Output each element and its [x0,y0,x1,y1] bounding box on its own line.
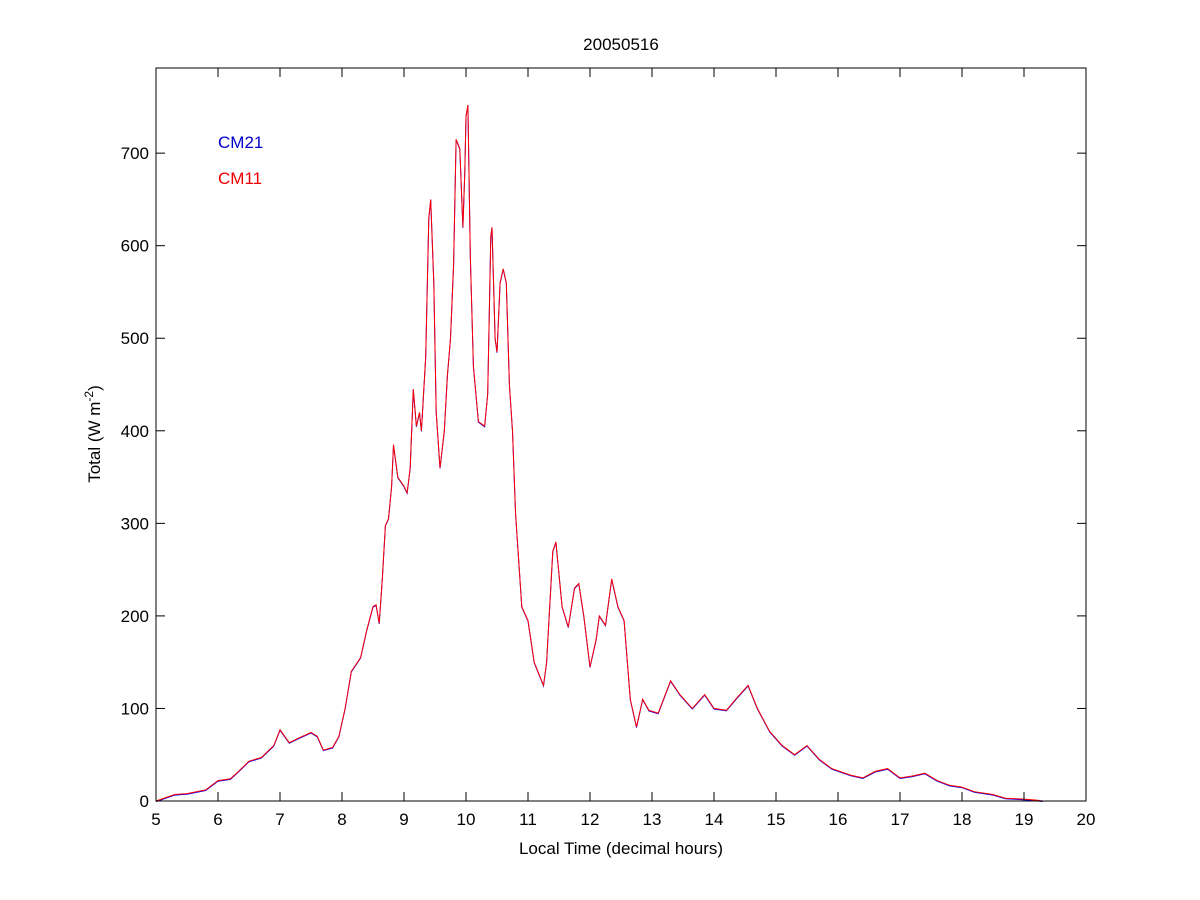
x-tick-label: 18 [953,810,972,829]
legend-cm21: CM21 [218,133,263,152]
x-tick-label: 7 [275,810,284,829]
x-tick-label: 8 [337,810,346,829]
x-tick-label: 13 [643,810,662,829]
x-tick-label: 11 [519,810,537,829]
series-line-cm11 [155,104,1043,802]
x-tick-label: 6 [213,810,222,829]
series-line-cm21 [155,105,1043,803]
x-tick-label: 16 [829,810,848,829]
x-tick-label: 14 [705,810,724,829]
x-tick-label: 17 [891,810,910,829]
y-tick-label: 200 [121,607,149,626]
y-tick-label: 700 [121,144,149,163]
y-tick-label: 500 [121,329,149,348]
x-tick-label: 19 [1015,810,1034,829]
chart-title: 20050516 [583,35,659,54]
y-tick-label: 100 [121,699,149,718]
series-lines [155,104,1043,803]
axes-box [155,67,1087,802]
y-axis-label: Total (W m-2) [82,385,104,483]
y-tick-label: 0 [140,792,149,811]
legend-cm11: CM11 [218,169,262,188]
x-tick-label: 12 [581,810,600,829]
y-tick-label: 300 [121,514,149,533]
x-tick-label: 10 [457,810,476,829]
axis-ticks: 5 6 7 8 9 10 11 12 13 14 15 16 17 18 19 200100200300400… [121,68,1096,829]
x-tick-label: 15 [767,810,786,829]
y-tick-label: 600 [121,237,149,256]
x-tick-label: 9 [399,810,408,829]
y-tick-label: 400 [121,422,149,441]
x-tick-label: 5 [151,810,160,829]
x-tick-label: 20 [1077,810,1096,829]
x-axis-label: Local Time (decimal hours) [519,839,723,858]
